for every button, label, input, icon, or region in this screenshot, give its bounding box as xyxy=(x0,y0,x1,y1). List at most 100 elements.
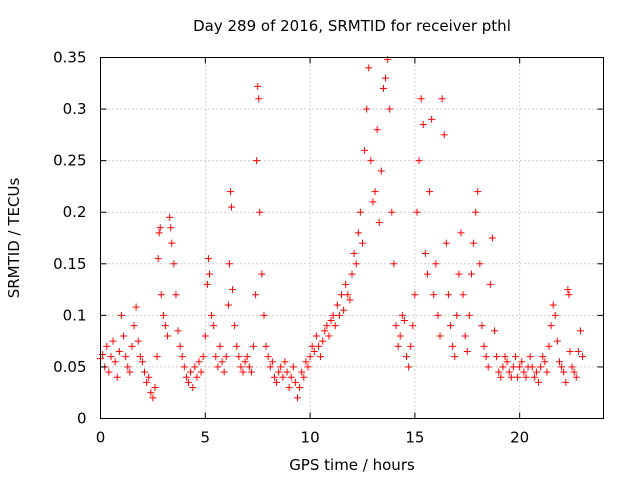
data-point xyxy=(426,188,434,196)
data-point xyxy=(260,311,268,319)
data-point xyxy=(291,378,299,386)
data-point xyxy=(576,327,584,335)
data-point xyxy=(275,368,283,376)
data-point xyxy=(279,373,287,381)
y-tick-label: 0.1 xyxy=(63,306,87,324)
data-point xyxy=(390,260,398,268)
data-point xyxy=(447,322,455,330)
data-point xyxy=(156,224,164,232)
data-point xyxy=(549,301,557,309)
data-point xyxy=(237,363,245,371)
x-tick-labels: 0 5 10 15 20 xyxy=(96,429,529,447)
y-axis-title: SRMTID / TECUs xyxy=(5,178,23,299)
data-point xyxy=(501,353,509,361)
data-point xyxy=(287,373,295,381)
data-point xyxy=(434,311,442,319)
data-point xyxy=(298,368,306,376)
data-point xyxy=(398,311,406,319)
data-point xyxy=(302,358,310,366)
data-point xyxy=(310,347,318,355)
data-point xyxy=(170,260,178,268)
data-point xyxy=(388,208,396,216)
data-point xyxy=(304,363,312,371)
data-point xyxy=(476,260,484,268)
data-point xyxy=(270,373,278,381)
data-point xyxy=(231,322,239,330)
data-point xyxy=(136,353,144,361)
data-point xyxy=(120,332,128,340)
data-point xyxy=(124,363,132,371)
data-point xyxy=(126,368,134,376)
data-point xyxy=(189,384,197,392)
data-point xyxy=(159,311,167,319)
data-point xyxy=(495,368,503,376)
data-point xyxy=(153,353,161,361)
data-point xyxy=(329,311,337,319)
data-point xyxy=(451,353,459,361)
data-point xyxy=(356,208,364,216)
data-point xyxy=(258,270,266,278)
data-point xyxy=(354,229,362,237)
data-point xyxy=(480,342,488,350)
data-point xyxy=(423,270,431,278)
data-point xyxy=(486,280,494,288)
data-point xyxy=(285,384,293,392)
data-point xyxy=(551,311,559,319)
data-point xyxy=(220,368,228,376)
x-axis-title: GPS time / hours xyxy=(289,456,415,474)
data-point xyxy=(111,358,119,366)
data-point xyxy=(421,249,429,257)
data-point xyxy=(415,157,423,165)
data-point xyxy=(182,373,190,381)
data-point xyxy=(419,121,427,129)
data-point xyxy=(331,322,339,330)
data-point xyxy=(346,296,354,304)
data-point xyxy=(371,188,379,196)
data-point xyxy=(358,239,366,247)
data-point xyxy=(174,327,182,335)
data-point xyxy=(327,317,335,325)
data-point xyxy=(411,291,419,299)
data-point xyxy=(229,286,237,294)
data-point xyxy=(442,239,450,247)
data-point xyxy=(474,188,482,196)
data-point xyxy=(459,291,467,299)
data-point xyxy=(239,368,247,376)
data-point xyxy=(164,332,172,340)
data-point xyxy=(566,347,574,355)
data-point xyxy=(369,198,377,206)
x-tick-label: 20 xyxy=(510,429,529,447)
data-point xyxy=(154,255,162,263)
data-point xyxy=(555,358,563,366)
data-points xyxy=(97,56,587,402)
data-point xyxy=(558,363,566,371)
data-point xyxy=(438,95,446,103)
data-point xyxy=(214,363,222,371)
data-point xyxy=(185,378,193,386)
data-point xyxy=(294,394,302,402)
chart-title: Day 289 of 2016, SRMTID for receiver pth… xyxy=(193,17,511,35)
data-point xyxy=(367,157,375,165)
data-point xyxy=(361,146,369,154)
data-point xyxy=(400,317,408,325)
data-point xyxy=(537,363,545,371)
data-point xyxy=(484,363,492,371)
data-point xyxy=(172,291,180,299)
data-point xyxy=(235,353,243,361)
data-point xyxy=(247,368,255,376)
x-tick-label: 0 xyxy=(96,429,106,447)
data-point xyxy=(176,342,184,350)
data-point xyxy=(205,270,213,278)
data-point xyxy=(222,353,230,361)
data-point xyxy=(138,358,146,366)
data-point xyxy=(467,270,475,278)
y-tick-label: 0.15 xyxy=(53,255,86,273)
data-point xyxy=(526,353,534,361)
data-point xyxy=(407,342,415,350)
data-point xyxy=(249,342,257,350)
data-point xyxy=(394,342,402,350)
data-point xyxy=(518,358,526,366)
data-point xyxy=(514,373,522,381)
data-point xyxy=(225,260,233,268)
data-point xyxy=(321,327,329,335)
